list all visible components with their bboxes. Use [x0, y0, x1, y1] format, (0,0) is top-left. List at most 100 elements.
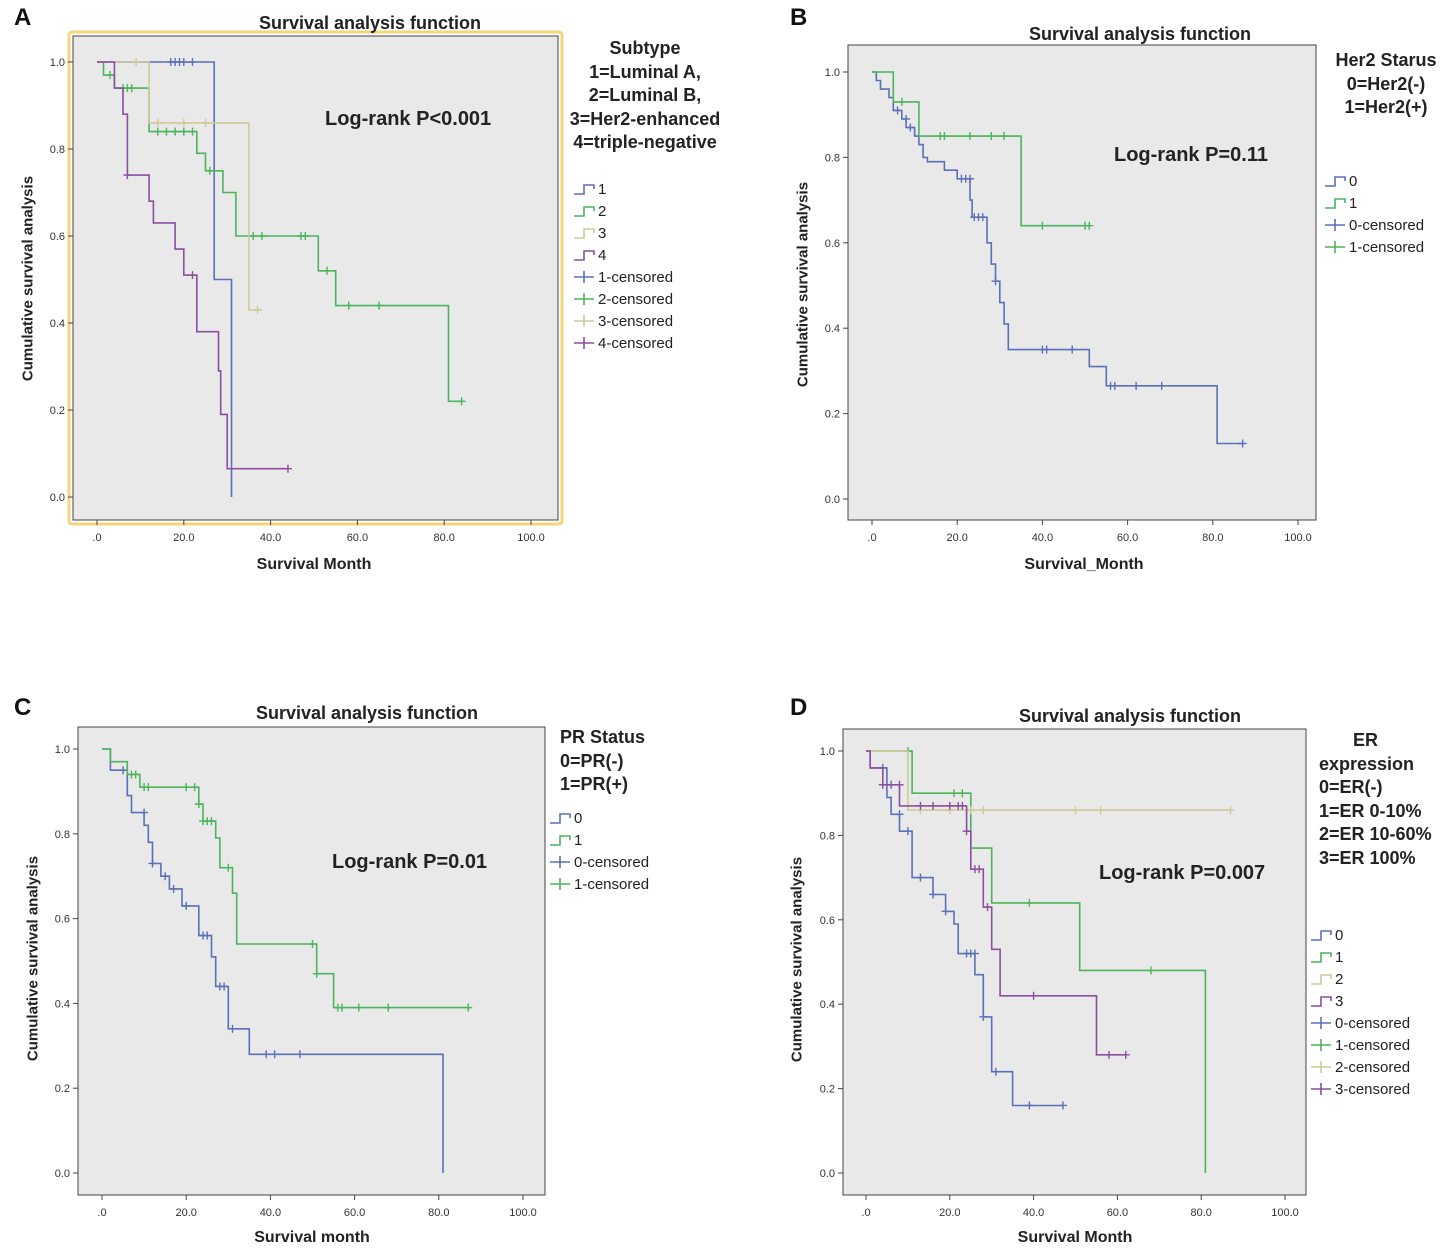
censor-mark-3 [916, 801, 925, 810]
legend-swatch [1311, 974, 1332, 985]
legend-swatch [574, 206, 595, 217]
legend-label: 2-censored [1335, 1058, 1411, 1076]
y-tick-label: 0.0 [50, 492, 65, 504]
legend-censor-symbol [574, 271, 594, 283]
x-axis-label: Survival month [254, 1229, 370, 1246]
legend-item: 1 [1323, 192, 1424, 214]
censor-mark-2 [457, 397, 466, 406]
legend-item: 3-censored [1309, 1078, 1410, 1100]
x-tick-label: 40.0 [260, 1207, 281, 1219]
censor-mark-1 [308, 940, 317, 949]
legend-item: 0-censored [548, 851, 649, 873]
censor-mark-0 [991, 1067, 1000, 1076]
x-tick-label: .0 [867, 532, 876, 544]
legend-swatch [574, 184, 595, 195]
survival-curve-1 [872, 71, 1090, 227]
legend-label: 2 [598, 202, 607, 220]
km-plot-a: 0.0 0.2 0.4 0.6 0.8 1.0 .0 20.0 40.0 60.0 80.0 100.… [50, 30, 564, 544]
legend-swatch [550, 835, 571, 846]
legend-label: 0 [1335, 926, 1344, 944]
censor-mark-3 [983, 903, 992, 912]
x-tick-label: 100.0 [509, 1207, 537, 1219]
censor-mark-1 [354, 1003, 363, 1012]
legend-item: 0 [548, 807, 649, 829]
censor-mark-0 [1157, 381, 1166, 390]
x-tick-label: .0 [92, 532, 101, 544]
legend-label: 0 [1349, 172, 1358, 190]
censor-mark-3 [201, 118, 210, 127]
plot-area [72, 35, 559, 521]
panel-letter: B [790, 4, 808, 31]
censor-mark-2 [344, 301, 353, 310]
panel-letter: C [14, 694, 32, 721]
censor-mark-1 [224, 863, 233, 872]
x-tick-label: 100.0 [517, 532, 545, 544]
legend-swatch [1325, 176, 1346, 187]
legend-item: 3 [1309, 990, 1410, 1012]
censor-mark-0 [929, 890, 938, 899]
survival-curve-3 [866, 750, 1126, 1056]
censor-mark-1 [312, 969, 321, 978]
censor-mark-4 [283, 464, 292, 473]
censor-mark-3 [887, 780, 896, 789]
censor-mark-1 [1038, 221, 1047, 230]
y-tick-label: 0.8 [820, 830, 835, 842]
legend-swatch [574, 315, 594, 327]
y-axis-label: Cumulative survival analysis [794, 181, 812, 388]
legend-label: 1-censored [1335, 1036, 1411, 1054]
legend-swatch [574, 250, 595, 261]
censor-mark-1 [464, 1003, 473, 1012]
y-tick-label: 0.8 [50, 144, 65, 156]
x-tick-label: .0 [97, 1207, 106, 1219]
censor-mark-1 [144, 783, 153, 792]
legend: 0 1 0-censored 1-censored [548, 807, 649, 895]
y-tick-label: 0.4 [820, 999, 835, 1011]
plot-title: Survival analysis function [1028, 24, 1252, 44]
x-tick-label: 20.0 [175, 1207, 196, 1219]
censor-mark-2 [966, 806, 975, 815]
legend-label: 4 [598, 246, 607, 264]
censor-mark-0 [203, 931, 212, 940]
survival-curve-3 [97, 61, 262, 311]
legend-item: 0-censored [1309, 1012, 1410, 1034]
legend-label: 1 [1349, 194, 1358, 212]
censor-mark-2 [205, 166, 214, 175]
y-tick-label: 0.0 [55, 1168, 70, 1180]
legend-item: 0 [1323, 170, 1424, 192]
y-tick-label: 0.8 [825, 152, 840, 164]
legend-label: 1-censored [574, 875, 650, 893]
legend-title-line: ER [1353, 730, 1379, 750]
censor-mark-0 [941, 907, 950, 916]
x-axis-label: Survival_Month [1024, 556, 1144, 573]
legend-label: 4-censored [598, 334, 674, 352]
legend-line-symbol [1311, 952, 1332, 963]
plot-title: Survival analysis function [1018, 706, 1242, 726]
censor-mark-3 [179, 118, 188, 127]
legend-swatch [1311, 1039, 1331, 1051]
x-tick-label: 60.0 [1107, 1207, 1128, 1219]
logrank-annotation: Log-rank P=0.007 [1099, 862, 1266, 884]
censor-mark-2 [179, 127, 188, 136]
legend-item: 1 [1309, 946, 1410, 968]
legend-title-line: 3=ER 100% [1319, 847, 1416, 868]
censor-mark-1 [1146, 966, 1155, 975]
censor-mark-3 [975, 865, 984, 874]
legend-censor-symbol [574, 315, 594, 327]
censor-mark-2 [1071, 806, 1080, 815]
censor-mark-0 [295, 1050, 304, 1059]
legend-label: 2-censored [598, 290, 674, 308]
legend-title-line: Subtype [609, 38, 681, 58]
legend-title-line: PR Status [560, 727, 646, 747]
y-tick-label: 0.6 [50, 231, 65, 243]
plot-title: Survival analysis function [258, 13, 482, 33]
censor-mark-3 [929, 801, 938, 810]
x-tick-label: 80.0 [1202, 532, 1223, 544]
censor-mark-0 [970, 949, 979, 958]
y-tick-label: 1.0 [825, 67, 840, 79]
legend-title-line: 0=Her2(-) [1346, 73, 1426, 94]
y-tick-label: 0.4 [825, 323, 840, 335]
legend-label: 2 [1335, 970, 1344, 988]
censor-mark-3 [1029, 991, 1038, 1000]
x-axis-label: Survival Month [256, 556, 372, 573]
survival-curve-0 [872, 71, 1243, 445]
